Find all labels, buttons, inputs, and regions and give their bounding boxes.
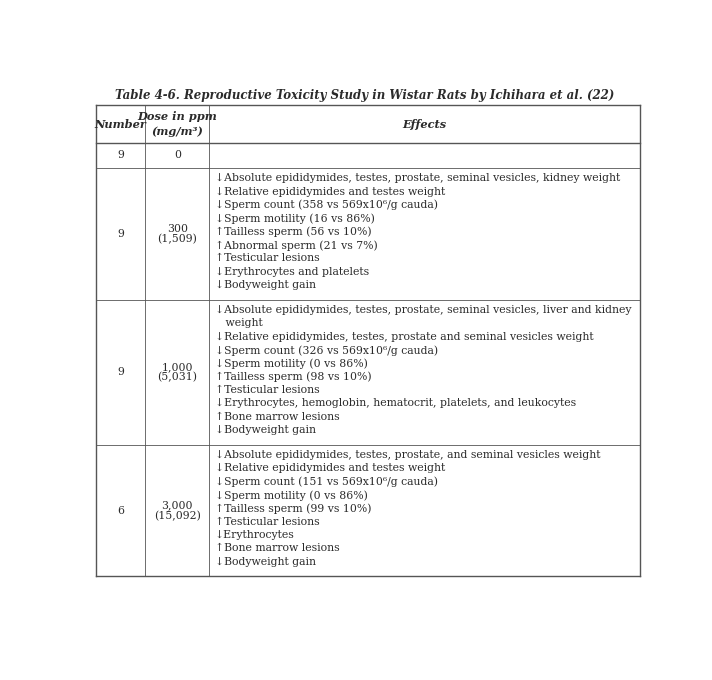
Text: (mg/m³): (mg/m³) — [152, 126, 203, 137]
Text: ↓Erythrocytes: ↓Erythrocytes — [215, 530, 295, 540]
Text: ↓Relative epididymides and testes weight: ↓Relative epididymides and testes weight — [215, 186, 445, 197]
Text: ↓Bodyweight gain: ↓Bodyweight gain — [215, 425, 316, 435]
Text: ↓Sperm count (151 vs 569x10⁶/g cauda): ↓Sperm count (151 vs 569x10⁶/g cauda) — [215, 477, 438, 487]
Text: ↓Bodyweight gain: ↓Bodyweight gain — [215, 280, 316, 290]
Text: ↑Bone marrow lesions: ↑Bone marrow lesions — [215, 411, 340, 422]
Text: ↓Absolute epididymides, testes, prostate, and seminal vesicles weight: ↓Absolute epididymides, testes, prostate… — [215, 450, 600, 460]
Text: 0: 0 — [174, 150, 181, 160]
Text: 6: 6 — [117, 505, 124, 515]
Text: ↓Sperm motility (0 vs 86%): ↓Sperm motility (0 vs 86%) — [215, 490, 367, 500]
Text: 9: 9 — [117, 150, 124, 160]
Text: ↓Absolute epididymides, testes, prostate, seminal vesicles, kidney weight: ↓Absolute epididymides, testes, prostate… — [215, 173, 620, 183]
Text: 300: 300 — [167, 224, 188, 234]
Text: ↓Relative epididymides and testes weight: ↓Relative epididymides and testes weight — [215, 463, 445, 473]
Text: (1,509): (1,509) — [157, 234, 197, 244]
Text: 3,000: 3,000 — [162, 500, 193, 510]
Text: Effects: Effects — [402, 118, 446, 129]
Text: ↓Bodyweight gain: ↓Bodyweight gain — [215, 557, 316, 566]
Text: ↓Sperm count (326 vs 569x10⁶/g cauda): ↓Sperm count (326 vs 569x10⁶/g cauda) — [215, 345, 438, 356]
Text: Table 4-6. Reproductive Toxicity Study in Wistar Rats by Ichihara et al. (22): Table 4-6. Reproductive Toxicity Study i… — [115, 90, 614, 103]
Text: ↑Tailless sperm (98 vs 10%): ↑Tailless sperm (98 vs 10%) — [215, 372, 372, 382]
Text: ↓Sperm motility (0 vs 86%): ↓Sperm motility (0 vs 86%) — [215, 358, 367, 369]
Text: ↑Bone marrow lesions: ↑Bone marrow lesions — [215, 543, 340, 554]
Text: ↓Sperm motility (16 vs 86%): ↓Sperm motility (16 vs 86%) — [215, 214, 375, 224]
Text: ↓Erythrocytes, hemoglobin, hematocrit, platelets, and leukocytes: ↓Erythrocytes, hemoglobin, hematocrit, p… — [215, 398, 576, 409]
Text: ↑Testicular lesions: ↑Testicular lesions — [215, 254, 320, 263]
Text: weight: weight — [215, 318, 263, 328]
Text: 9: 9 — [117, 367, 124, 377]
Text: ↑Tailless sperm (99 vs 10%): ↑Tailless sperm (99 vs 10%) — [215, 503, 372, 514]
Text: Number: Number — [95, 118, 147, 129]
Text: (5,031): (5,031) — [157, 372, 197, 383]
Text: ↑Testicular lesions: ↑Testicular lesions — [215, 517, 320, 527]
Text: 9: 9 — [117, 229, 124, 239]
Text: ↑Tailless sperm (56 vs 10%): ↑Tailless sperm (56 vs 10%) — [215, 226, 372, 237]
Text: ↑Abnormal sperm (21 vs 7%): ↑Abnormal sperm (21 vs 7%) — [215, 240, 377, 250]
Text: ↓Relative epididymides, testes, prostate and seminal vesicles weight: ↓Relative epididymides, testes, prostate… — [215, 332, 593, 341]
Text: 1,000: 1,000 — [162, 362, 193, 372]
Text: ↑Testicular lesions: ↑Testicular lesions — [215, 385, 320, 395]
Text: (15,092): (15,092) — [154, 511, 201, 521]
Text: ↓Absolute epididymides, testes, prostate, seminal vesicles, liver and kidney: ↓Absolute epididymides, testes, prostate… — [215, 305, 632, 315]
Text: ↓Sperm count (358 vs 569x10⁶/g cauda): ↓Sperm count (358 vs 569x10⁶/g cauda) — [215, 200, 438, 211]
Text: ↓Erythrocytes and platelets: ↓Erythrocytes and platelets — [215, 267, 369, 277]
Text: Dose in ppm: Dose in ppm — [137, 112, 217, 122]
